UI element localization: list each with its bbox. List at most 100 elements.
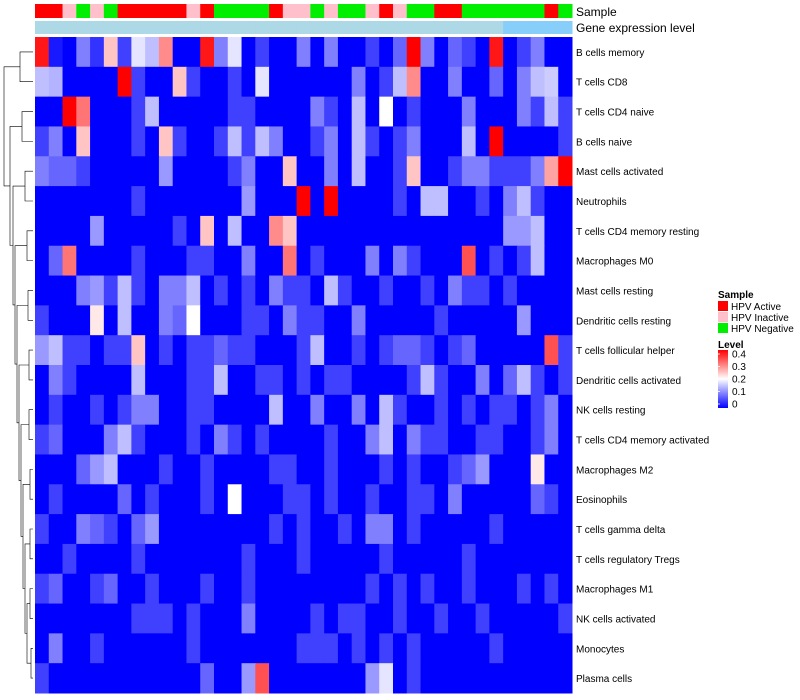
dendrogram-branch — [29, 528, 33, 560]
heatmap-cell — [379, 245, 394, 277]
heatmap-cell — [558, 66, 573, 98]
row-labels: B cells memory T cells CD8 T cells CD4 nai… — [576, 48, 709, 685]
heatmap-cell — [158, 394, 174, 426]
heatmap-cell — [76, 275, 91, 306]
heatmap-cell — [461, 573, 477, 605]
heatmap-cell — [337, 335, 353, 366]
heatmap-cell — [516, 633, 532, 664]
heatmap-cell — [90, 663, 105, 694]
heatmap-cell — [530, 365, 545, 396]
heatmap-cell — [35, 96, 50, 127]
heatmap-cell — [530, 305, 545, 336]
annotation-cell — [337, 4, 353, 18]
annotation-cell — [62, 21, 77, 34]
heatmap-cell — [365, 275, 380, 306]
heatmap-cell — [145, 215, 160, 247]
heatmap-cell — [351, 37, 366, 68]
heatmap-cell — [35, 335, 50, 366]
annotation-cell — [172, 4, 187, 18]
heatmap-cell — [310, 215, 325, 247]
annotation-cell — [406, 4, 422, 18]
heatmap-cell — [475, 603, 490, 634]
heatmap-cell — [186, 573, 201, 605]
heatmap-cell — [90, 96, 105, 127]
heatmap-cell — [310, 305, 325, 336]
heatmap-cell — [461, 484, 477, 515]
heatmap-cell — [200, 365, 215, 396]
heatmap-cell — [516, 663, 532, 694]
heatmap-cell — [379, 186, 394, 217]
heatmap-cell — [227, 66, 243, 98]
heatmap-cell — [516, 365, 532, 396]
heatmap-cell — [475, 305, 490, 336]
heatmap-cell — [296, 514, 311, 545]
heatmap-cell — [530, 484, 545, 515]
heatmap-cell — [379, 514, 394, 545]
annotation-cell — [393, 4, 408, 18]
heatmap-cell — [117, 424, 132, 455]
row-dendrogram — [3, 51, 33, 679]
heatmap-cell — [35, 663, 50, 694]
heatmap-cell — [48, 543, 64, 575]
heatmap-cell — [241, 454, 256, 485]
heatmap-cell — [131, 305, 146, 336]
heatmap-cell — [461, 365, 477, 396]
heatmap-cell — [269, 37, 284, 68]
heatmap-cell — [282, 126, 298, 157]
heatmap-cell — [503, 245, 518, 277]
heatmap-cell — [516, 305, 532, 336]
heatmap-cell — [145, 603, 160, 634]
annotation-cell — [420, 21, 435, 34]
heatmap-cell — [186, 335, 201, 366]
heatmap-cell — [269, 96, 284, 127]
dendrogram-branch — [28, 349, 33, 381]
heatmap-cell — [351, 335, 366, 366]
heatmap-cell — [351, 424, 366, 455]
heatmap-cell — [131, 633, 146, 664]
heatmap-cell — [296, 663, 311, 694]
heatmap-cell — [544, 335, 559, 366]
heatmap-cell — [448, 424, 463, 455]
heatmap-cell — [117, 543, 132, 575]
heatmap-cell — [406, 186, 422, 217]
heatmap-cell — [90, 335, 105, 366]
heatmap-cell — [255, 126, 270, 157]
heatmap-cell — [48, 365, 64, 396]
heatmap-cell — [544, 543, 559, 575]
heatmap-cell — [200, 186, 215, 217]
heatmap-cell — [117, 573, 132, 605]
heatmap-cell — [337, 424, 353, 455]
heatmap-cell — [503, 633, 518, 664]
heatmap-cell — [117, 156, 132, 187]
annotation-cell — [406, 21, 422, 34]
heatmap-cell — [90, 484, 105, 515]
heatmap-cell — [544, 603, 559, 634]
heatmap-cell — [530, 126, 545, 157]
heatmap-cell — [145, 454, 160, 485]
heatmap-cell — [62, 394, 77, 426]
heatmap-cell — [406, 126, 422, 157]
heatmap-cell — [214, 215, 229, 247]
heatmap-cell — [117, 365, 132, 396]
heatmap-cell — [296, 424, 311, 455]
heatmap-cell — [200, 275, 215, 306]
heatmap-cell — [503, 394, 518, 426]
heatmap-cell — [530, 454, 545, 485]
heatmap-cell — [255, 335, 270, 366]
heatmap-cell — [131, 245, 146, 277]
heatmap-cell — [214, 663, 229, 694]
annotation-tracks: Sample Gene expression level — [35, 4, 695, 35]
heatmap-cell — [35, 305, 50, 336]
heatmap-cell — [558, 663, 573, 694]
heatmap-cell — [434, 573, 449, 605]
heatmap-cell — [214, 245, 229, 277]
heatmap-cell — [434, 365, 449, 396]
heatmap-cell — [186, 275, 201, 306]
heatmap-cell — [544, 37, 559, 68]
row-label: T cells gamma delta — [576, 525, 666, 536]
row-label: Mast cells activated — [576, 167, 663, 178]
heatmap-cell — [516, 156, 532, 187]
heatmap-cell — [90, 633, 105, 664]
heatmap-cell — [103, 394, 119, 426]
